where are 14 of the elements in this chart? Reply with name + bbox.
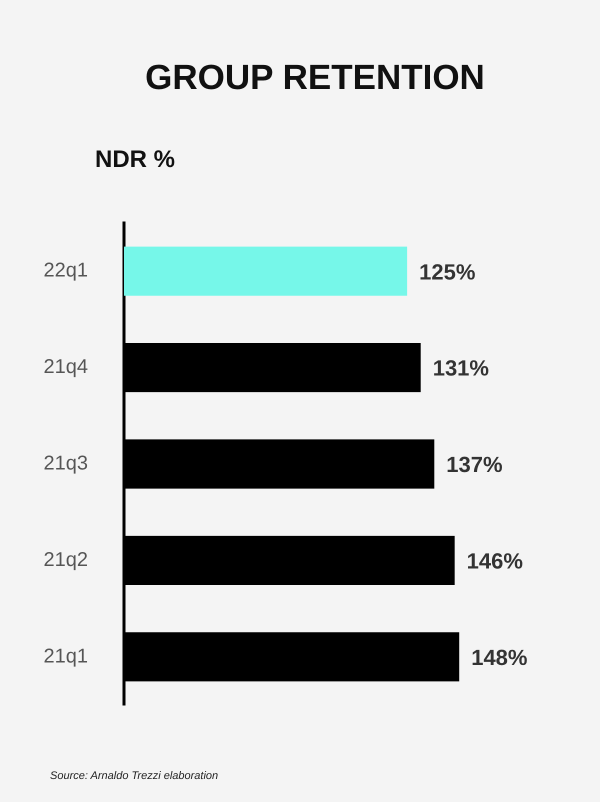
data-label: 131%: [432, 356, 489, 381]
data-label: 146%: [466, 548, 523, 574]
data-label: 125%: [419, 259, 476, 284]
y-tick-label: 21q1: [44, 645, 88, 668]
source-note: Source: Arnaldo Trezzi elaboration: [50, 770, 218, 782]
y-tick-label: 22q1: [44, 260, 88, 282]
y-axis-title: NDR %: [95, 146, 176, 174]
y-tick-label: 21q2: [44, 548, 88, 571]
y-tick-label: 21q3: [44, 452, 88, 475]
chart-title: GROUP RETENTION: [144, 58, 486, 98]
data-label: 148%: [471, 644, 528, 670]
y-tick-label: 21q4: [44, 356, 88, 378]
data-label: 137%: [446, 452, 503, 478]
bar: [124, 246, 408, 296]
